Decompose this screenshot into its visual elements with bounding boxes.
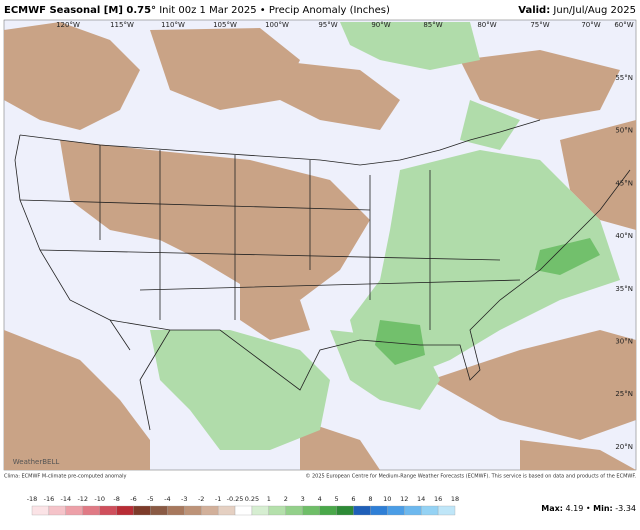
lat-label: 50°N [615,127,633,135]
colorbar-label: 0.25 [245,495,259,503]
colorbar-label: 10 [383,495,391,503]
map: WeatherBELL [3,19,637,471]
colorbar-label: -0.25 [227,495,244,503]
lon-label: 85°W [423,21,442,29]
stats: Max: 4.19 • Min: -3.34 [541,504,636,513]
lon-label: 110°W [161,21,185,29]
lat-label: 30°N [615,338,633,346]
colorbar-label: 3 [301,495,305,503]
colorbar-swatch [48,505,66,516]
colorbar-swatch [370,505,388,516]
colorbar-label: -10 [94,495,105,503]
colorbar-swatch [421,505,439,516]
colorbar-label: 8 [368,495,372,503]
colorbar-swatch [184,505,202,516]
colorbar-swatch [150,505,168,516]
lat-label: 55°N [615,74,633,82]
lat-label: 35°N [615,285,633,293]
colorbar-label: 4 [318,495,322,503]
colorbar-label: -16 [44,495,55,503]
colorbar-label: -8 [113,495,119,503]
borders [14,119,631,431]
title: ECMWF Seasonal [M] 0.75° Init 00z 1 Mar … [4,5,390,16]
colorbar-label: 12 [400,495,408,503]
lon-label: 80°W [477,21,496,29]
lon-label: 120°W [56,21,80,29]
colorbar-swatch [234,505,253,516]
colorbar-swatch [319,505,337,516]
lat-label: 25°N [615,390,633,398]
colorbar-swatch [302,505,320,516]
colorbar-label: -12 [77,495,88,503]
lon-label: 100°W [265,21,289,29]
colorbar-swatch [65,505,83,516]
colorbar-swatch [251,505,270,516]
subtitle: Init 00z 1 Mar 2025 • Precip Anomaly (In… [159,5,390,16]
colorbar-label: 14 [417,495,425,503]
colorbar-label: 2 [284,495,288,503]
lat-label: 45°N [615,179,633,187]
colorbar-swatch [387,505,405,516]
dry-anomaly [4,22,636,470]
max-label: Max: [541,504,563,513]
colorbar-swatch [217,505,236,516]
valid-date: Jun/Jul/Aug 2025 [552,5,636,16]
colorbar-label: 5 [334,495,338,503]
colorbar-label: -4 [164,495,170,503]
colorbar-swatch [268,505,286,516]
colorbar-swatch [201,505,219,516]
lon-label: 75°W [530,21,549,29]
colorbar-swatch [167,505,185,516]
colorbar-label: 18 [451,495,459,503]
title-main: ECMWF Seasonal [M] 0.75° [4,5,156,16]
lon-label: 70°W [581,21,600,29]
colorbar-label: 1 [267,495,271,503]
colorbar-label: -6 [130,495,136,503]
lon-label: 115°W [110,21,134,29]
colorbar-label: 6 [351,495,355,503]
colorbar-swatch [82,505,100,516]
colorbar-label: -2 [198,495,204,503]
strong-wet-anomaly [375,238,600,365]
colorbar-swatch [353,505,371,516]
min-label: Min: [593,504,613,513]
min: -3.34 [615,504,636,513]
colorbar-swatch [404,505,422,516]
valid: Valid: Jun/Jul/Aug 2025 [518,5,636,16]
colorbar-swatch [133,505,151,516]
max: 4.19 [566,504,584,513]
lon-label: 105°W [213,21,237,29]
colorbar-label: -14 [61,495,72,503]
logo: WeatherBELL [13,458,60,466]
colorbar-swatch [116,505,134,516]
lon-label: 95°W [318,21,337,29]
colorbar-label: 16 [434,495,442,503]
lon-label: 60°W [614,21,633,29]
colorbar-swatch [31,505,50,516]
footer-right: © 2025 European Centre for Medium-Range … [305,473,636,480]
colorbar-label: -18 [27,495,38,503]
colorbar-label: -3 [181,495,187,503]
colorbar-label: -5 [147,495,153,503]
lon-label: 90°W [371,21,390,29]
valid-label: Valid: [518,5,550,16]
colorbar-label: -1 [215,495,221,503]
lat-label: 40°N [615,232,633,240]
lat-label: 20°N [615,443,633,451]
footer-left: Clima: ECMWF M-climate pre-computed anom… [4,474,126,480]
colorbar-swatch [336,505,354,516]
colorbar-swatch [99,505,117,516]
colorbar-swatch [285,505,303,516]
colorbar-swatch [437,505,456,516]
sep: • [586,504,591,513]
